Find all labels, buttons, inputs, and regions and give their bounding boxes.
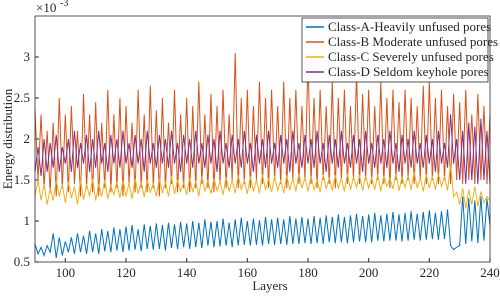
- y-axis-label: Energy distribution: [0, 88, 15, 189]
- series-line: [34, 196, 491, 258]
- legend-box: [301, 17, 489, 83]
- axes-box: [34, 15, 491, 263]
- y-scale-exponent: -3: [60, 0, 68, 9]
- series-line: [34, 52, 491, 197]
- x-tick-label: 120: [116, 265, 136, 280]
- legend-label: Class-B Moderate unfused pores: [328, 34, 498, 49]
- legend-label: Class-A-Heavily unfused pores: [328, 19, 491, 34]
- series-line: [34, 163, 491, 209]
- x-tick-label: 240: [480, 265, 500, 280]
- x-tick-label: 160: [238, 265, 258, 280]
- x-tick-label: 200: [359, 265, 379, 280]
- y-tick-label: 1.5: [14, 172, 30, 187]
- y-tick-label: 0.5: [14, 254, 30, 269]
- y-tick-label: 2.5: [14, 90, 30, 105]
- y-tick-label: 3: [24, 49, 31, 64]
- x-axis-label: Layers: [252, 278, 287, 293]
- legend-label: Class-C Severely unfused pores: [328, 49, 494, 64]
- x-tick-label: 140: [177, 265, 197, 280]
- legend-label: Class-D Seldom keyhole pores: [328, 64, 489, 79]
- y-tick-label: 2: [24, 131, 31, 146]
- y-tick-label: 1: [24, 213, 31, 228]
- y-scale-base: ×10: [36, 0, 56, 15]
- x-tick-label: 100: [56, 265, 76, 280]
- x-tick-label: 220: [420, 265, 440, 280]
- x-tick-label: 180: [298, 265, 318, 280]
- series-line: [34, 114, 491, 185]
